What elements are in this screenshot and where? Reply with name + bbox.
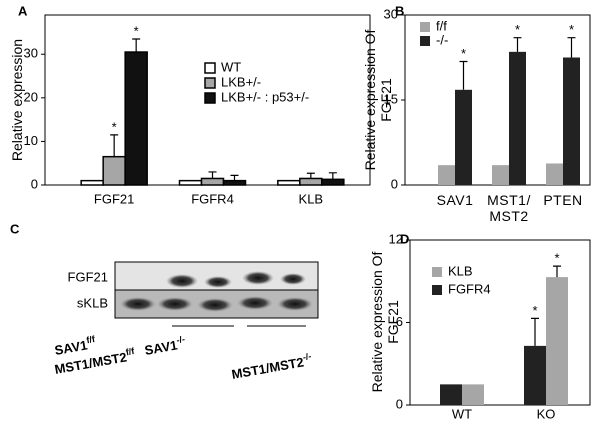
panel-label: C <box>10 221 20 236</box>
legend-label: LKB+/- : p53+/- <box>221 89 309 104</box>
y-tick-label: 0 <box>31 176 38 191</box>
legend-label: KLB <box>448 263 473 278</box>
bar <box>563 57 580 185</box>
bar <box>546 277 568 405</box>
error-bar <box>567 37 576 58</box>
y-tick-label: 15 <box>384 91 398 106</box>
legend-label: FGFR4 <box>448 281 491 296</box>
x-tick-label: WT <box>452 406 472 421</box>
significance-star: * <box>134 23 139 38</box>
blot-image <box>114 261 319 327</box>
error-bar <box>513 37 522 52</box>
y-axis-label: Relative expression Of FGF21 <box>362 29 394 171</box>
bar <box>462 384 484 405</box>
significance-star: * <box>461 46 466 61</box>
legend-label: WT <box>221 59 241 74</box>
legend-label: LKB+/- <box>221 74 261 89</box>
error-bar <box>531 317 539 346</box>
y-tick-label: 30 <box>24 46 38 61</box>
error-bar <box>306 172 315 179</box>
error-bar <box>459 60 468 90</box>
y-axis-label: Relative expression Of FGF21 <box>369 251 401 393</box>
significance-star: * <box>554 251 559 266</box>
x-tick-label: SAV1 <box>436 192 474 208</box>
error-bar <box>553 265 561 278</box>
x-tick-label: PTEN <box>543 192 583 208</box>
y-tick-label: 20 <box>24 89 38 104</box>
bar <box>524 345 546 405</box>
bar <box>102 155 126 186</box>
row-label: FGF21 <box>68 269 108 284</box>
group-label-base: MST1/MST2 <box>231 355 305 382</box>
error-bar <box>208 171 217 179</box>
group-label-sup: f/f <box>125 346 136 357</box>
bar <box>200 177 225 186</box>
group-label-sup: -/- <box>302 351 312 362</box>
significance-star: * <box>515 22 520 37</box>
bar <box>546 163 563 185</box>
error-bar <box>328 172 337 180</box>
panel-label: D <box>400 231 409 246</box>
error-bar <box>110 134 119 157</box>
bar <box>440 384 462 405</box>
bar <box>80 179 104 186</box>
group-label: SAV1-/- <box>143 334 187 358</box>
legend-swatch <box>204 62 216 74</box>
bar <box>299 177 323 186</box>
bar <box>222 179 247 186</box>
x-tick-label: KO <box>537 406 556 421</box>
legend-swatch <box>420 22 430 32</box>
group-label-base: SAV1 <box>54 338 89 359</box>
y-tick-label: 0 <box>391 176 398 191</box>
panel-label: B <box>395 3 404 18</box>
bar <box>178 179 203 186</box>
group-label-sup: f/f <box>86 334 97 345</box>
group-label: MST1/MST2-/- <box>230 351 313 382</box>
panel-label: A <box>18 3 28 18</box>
error-bar <box>230 174 239 181</box>
legend-swatch <box>204 92 216 104</box>
bar <box>321 178 345 186</box>
significance-star: * <box>569 22 574 37</box>
y-tick-label: 0 <box>396 396 403 411</box>
group-label-base: SAV1 <box>144 338 179 359</box>
bar <box>438 165 455 185</box>
y-tick-label: 12 <box>389 231 403 246</box>
legend-label: -/- <box>436 32 448 47</box>
y-tick-label: 30 <box>384 6 398 21</box>
x-tick-label: MST1/ MST2 <box>487 192 531 224</box>
bar <box>124 51 148 186</box>
legend-swatch <box>420 36 430 46</box>
y-tick-label: 6 <box>396 314 403 329</box>
x-tick-label: FGFR4 <box>191 191 234 206</box>
significance-star: * <box>112 119 117 134</box>
x-tick-label: FGF21 <box>94 191 134 206</box>
bar <box>455 89 472 185</box>
legend-swatch <box>204 77 216 89</box>
group-label-sup: -/- <box>176 334 186 345</box>
legend-label: f/f <box>436 18 447 33</box>
group-label: SAV1f/f <box>53 334 98 358</box>
significance-star: * <box>532 303 537 318</box>
y-axis-label: Relative expression <box>9 38 25 162</box>
bar <box>277 179 301 186</box>
bar <box>509 51 526 186</box>
error-bar <box>132 38 141 53</box>
bar <box>492 165 509 185</box>
x-tick-label: KLB <box>299 191 324 206</box>
row-label: sKLB <box>77 295 108 310</box>
legend-swatch <box>432 267 442 277</box>
y-tick-label: 10 <box>24 133 38 148</box>
plot-frame <box>404 14 591 186</box>
legend-swatch <box>432 285 442 295</box>
